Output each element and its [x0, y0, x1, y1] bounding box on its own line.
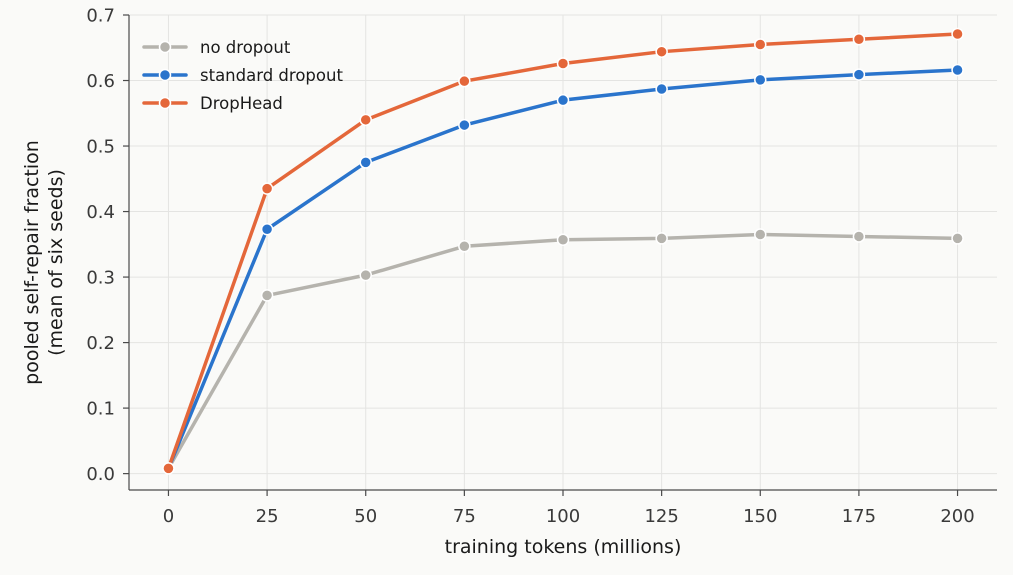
series-drophead — [162, 27, 964, 475]
legend-entry: no dropout — [142, 38, 291, 57]
data-point — [359, 268, 372, 282]
y-tick-label: 0.4 — [86, 202, 115, 223]
x-tick-label: 25 — [256, 506, 279, 527]
legend-entry: standard dropout — [142, 66, 343, 85]
data-point — [359, 156, 372, 169]
x-tick-label: 200 — [940, 506, 974, 527]
x-tick-label: 175 — [842, 506, 876, 527]
data-point — [556, 57, 570, 70]
data-point — [359, 113, 372, 127]
y-tick-label: 0.0 — [86, 464, 115, 485]
legend-entry: DropHead — [142, 94, 283, 113]
legend: no dropout standard dropout DropHead — [142, 38, 343, 113]
y-tick-label: 0.5 — [86, 137, 115, 158]
data-point — [852, 32, 866, 46]
ticks: 0 25 50 75 100 125 150 175 200 0.0 0.1 0.2 0.3 0.4 0.5… — [86, 6, 974, 528]
x-tick-label: 125 — [644, 506, 678, 527]
data-point — [951, 63, 964, 77]
data-point — [754, 73, 767, 87]
data-point — [754, 228, 767, 241]
legend-label: DropHead — [200, 94, 283, 113]
y-tick-label: 0.2 — [86, 333, 115, 354]
x-tick-label: 75 — [453, 506, 476, 527]
x-tick-label: 150 — [743, 506, 777, 527]
data-point — [852, 230, 866, 243]
x-tick-label: 50 — [354, 506, 377, 527]
data-point — [556, 93, 570, 107]
data-point — [951, 232, 964, 245]
data-point — [556, 233, 570, 246]
y-tick-label: 0.1 — [86, 399, 115, 420]
data-point — [458, 240, 471, 253]
x-tick-label: 0 — [163, 506, 174, 527]
data-point — [260, 222, 274, 236]
y-tick-label: 0.6 — [86, 71, 115, 92]
data-point — [162, 462, 175, 475]
data-point — [260, 289, 274, 302]
legend-label: standard dropout — [200, 66, 343, 85]
data-point — [754, 38, 767, 51]
y-tick-label: 0.7 — [86, 6, 115, 27]
data-point — [852, 68, 866, 81]
legend-marker — [158, 68, 172, 82]
x-axis-title: training tokens (millions) — [445, 536, 682, 558]
y-axis-title: pooled self-repair fraction — [21, 140, 43, 385]
legend-marker — [158, 96, 172, 110]
x-tick-label: 100 — [546, 506, 580, 527]
series — [162, 27, 964, 475]
y-axis-subtitle: (mean of six seeds) — [45, 169, 67, 356]
data-point — [655, 45, 668, 58]
series-no-dropout — [162, 228, 964, 475]
data-point — [458, 118, 471, 132]
data-point — [260, 182, 274, 195]
legend-label: no dropout — [200, 38, 291, 57]
data-point — [951, 27, 964, 41]
data-point — [655, 82, 668, 96]
legend-marker — [158, 40, 172, 54]
data-point — [458, 74, 471, 88]
data-point — [655, 232, 668, 245]
y-tick-label: 0.3 — [86, 268, 115, 289]
